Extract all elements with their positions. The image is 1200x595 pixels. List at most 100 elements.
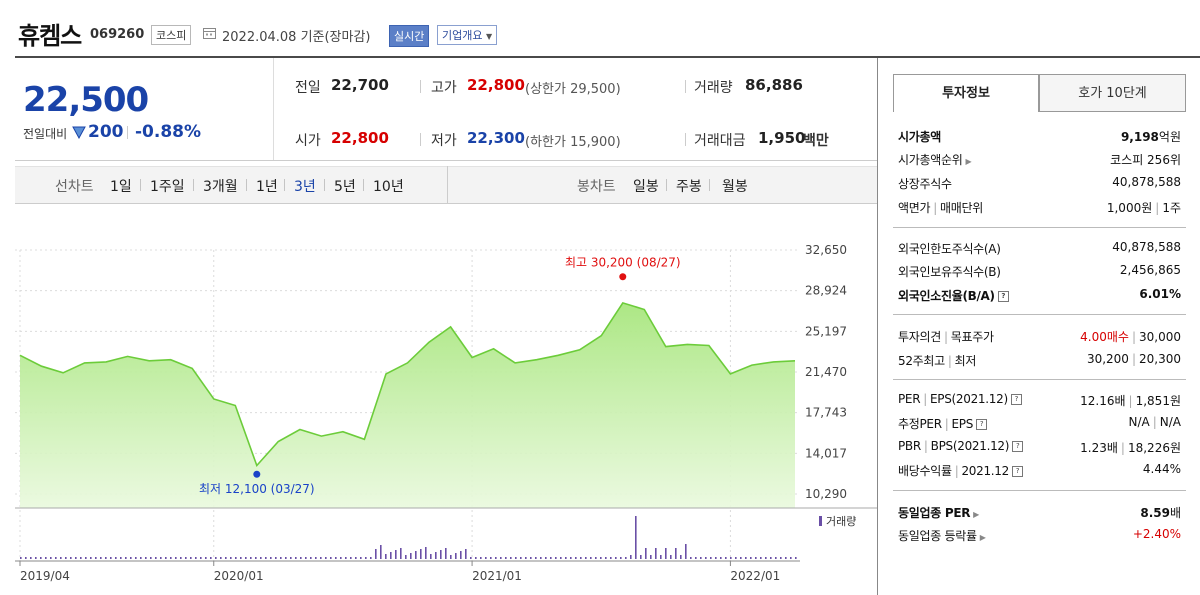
volume-bar (220, 557, 222, 559)
rank-label: 시가총액순위 (898, 153, 963, 167)
price-line (19, 301, 796, 468)
period-5y[interactable]: 5년 (334, 179, 356, 195)
candle-monthly[interactable]: 월봉 (722, 179, 748, 195)
high-value: 22,800 (467, 76, 525, 94)
volume-bar (20, 557, 22, 559)
volume-bar (495, 557, 497, 559)
volume-bar (720, 557, 722, 559)
sector-per-label: 동일업종 PER (898, 506, 971, 520)
volume-bar (620, 557, 622, 559)
est-eps-label: EPS (951, 417, 974, 431)
per-row: PER | EPS(2021.12)? (898, 392, 1022, 406)
separator: | (1152, 415, 1157, 429)
shares-label: 상장주식수 (898, 177, 952, 191)
volume-bar (605, 557, 607, 559)
period-3y[interactable]: 3년 (294, 179, 316, 195)
dividend-row: 배당수익률 | 2021.12? (898, 462, 1023, 479)
help-icon[interactable]: ? (997, 291, 1009, 302)
base-date: 2022.04.08 기준(장마감) (222, 30, 371, 45)
volume-bar (30, 557, 32, 559)
candle-weekly[interactable]: 주봉 (676, 179, 702, 195)
help-icon[interactable]: ? (1011, 466, 1023, 477)
sector-per-row[interactable]: 동일업종 PER ▶ (898, 504, 979, 521)
volume-bar (330, 557, 332, 559)
period-1d[interactable]: 1일 (110, 179, 132, 195)
help-icon[interactable]: ? (1010, 394, 1022, 405)
period-1w[interactable]: 1주일 (150, 179, 185, 195)
x-tick-label: 2019/04 (20, 569, 70, 583)
volume-bar (225, 557, 227, 559)
target-label: 목표주가 (950, 330, 994, 344)
y-tick-label: 28,924 (805, 284, 847, 298)
volume-bar (390, 552, 392, 559)
shares-value: 40,878,588 (1112, 175, 1181, 189)
candle-daily[interactable]: 일봉 (633, 179, 659, 195)
sector-rate-row[interactable]: 동일업종 등락률 ▶ (898, 527, 986, 544)
volume-bar (715, 557, 717, 559)
volume-bar (55, 557, 57, 559)
volume-bar (640, 555, 642, 559)
toolbar-sep (246, 179, 247, 191)
period-3m[interactable]: 3개월 (203, 179, 238, 195)
pbr-label: PBR (898, 439, 921, 453)
volume-bar (140, 557, 142, 559)
volume-bar (470, 557, 472, 559)
volume-bar (60, 557, 62, 559)
volume-bar (320, 557, 322, 559)
volume-bar (655, 548, 657, 559)
volume-bar (490, 557, 492, 559)
change-divider (127, 126, 128, 139)
volume-bar (35, 557, 37, 559)
company-overview-dropdown[interactable]: 기업개요 ▼ (437, 25, 498, 45)
period-10y[interactable]: 10년 (373, 179, 404, 195)
bps-label: BPS(2021.12) (930, 439, 1010, 453)
toolbar-sep (363, 179, 364, 191)
volume-bar (760, 557, 762, 559)
toolbar-sep (666, 179, 667, 191)
amount-label: 거래대금 (694, 133, 746, 149)
volume-bar (285, 557, 287, 559)
market-cap-unit: 억원 (1158, 130, 1181, 144)
section-divider (893, 379, 1186, 380)
prev-close-label: 전일 (295, 80, 321, 96)
volume-bar (520, 557, 522, 559)
low-value: 22,300 (467, 129, 525, 147)
volume-bar (615, 557, 617, 559)
per-label: PER (898, 392, 921, 406)
company-overview-label: 기업개요 (442, 29, 483, 42)
realtime-button[interactable]: 실시간 (389, 25, 430, 47)
volume-bar (595, 557, 597, 559)
per-values: 12.16배 | 1,851원 (1080, 392, 1181, 409)
volume-bar (675, 548, 677, 559)
volume-bar (355, 557, 357, 559)
volume-bar (270, 557, 272, 559)
help-icon[interactable]: ? (1012, 441, 1024, 452)
help-icon[interactable]: ? (976, 419, 988, 430)
volume-bar (585, 557, 587, 559)
sector-rate-label: 동일업종 등락률 (898, 529, 977, 543)
volume-bar (425, 547, 427, 559)
price-chart[interactable]: 32,650 28,924 25,197 21,470 17,743 14,017 10,2… (0, 0, 877, 595)
est-per-row: 추정PER | EPS? (898, 415, 988, 432)
volume-bar (510, 557, 512, 559)
volume-bar (165, 557, 167, 559)
volume-bar (115, 557, 117, 559)
foreign-rate-row: 외국인소진율(B/A)? (898, 287, 1009, 304)
dividend-label: 배당수익률 (898, 464, 952, 478)
tab-invest-info[interactable]: 투자정보 (893, 74, 1039, 112)
max-label: 최고 30,200 (08/27) (565, 256, 681, 270)
volume-bar (340, 557, 342, 559)
period-1y[interactable]: 1년 (256, 179, 278, 195)
volume-bar (255, 557, 257, 559)
rank-row[interactable]: 시가총액순위 ▶ (898, 151, 972, 168)
quote-divider (685, 80, 686, 93)
volume-bar (335, 557, 337, 559)
change-label: 전일대비 (23, 127, 68, 141)
separator: | (944, 417, 949, 431)
volume-bar (130, 557, 132, 559)
tab-orderbook[interactable]: 호가 10단계 (1039, 74, 1186, 112)
separator: | (923, 439, 928, 453)
volume-bar (155, 557, 157, 559)
volume-bar (280, 557, 282, 559)
volume-bar (660, 555, 662, 559)
